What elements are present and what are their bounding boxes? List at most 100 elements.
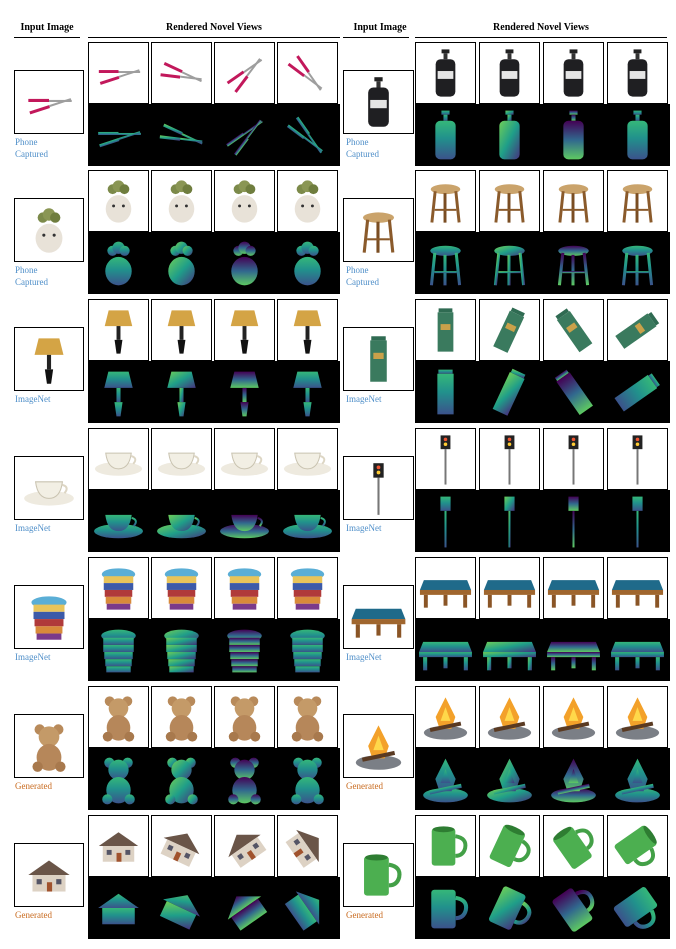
right-depth-view-campfire-4	[607, 748, 670, 810]
left-rgb-view-teddy-bear-1	[88, 686, 149, 748]
left-caption-stacked-cups: ImageNet	[15, 652, 51, 662]
right-rgb-view-mailbox-pillar-2	[479, 299, 540, 361]
left-depth-view-teacup-1	[88, 490, 152, 552]
right-rgb-view-wooden-stool-2	[479, 170, 540, 232]
right-rgb-view-green-mug-3	[543, 815, 604, 877]
left-rgb-view-teacup-1	[88, 428, 149, 490]
left-depth-view-table-lamp-1	[88, 361, 152, 423]
left-caption-hedge-shears: Phone Captured	[15, 137, 48, 159]
left-depth-view-teacup-3	[214, 490, 278, 552]
right-depth-view-campfire-2	[479, 748, 543, 810]
left-input-image-succulent-plush	[14, 198, 84, 262]
right-depth-view-traffic-light-3	[543, 490, 607, 552]
right-rgb-view-green-mug-1	[415, 815, 476, 877]
left-rgb-view-stacked-cups-4	[277, 557, 338, 619]
right-depth-view-campfire-1	[415, 748, 479, 810]
left-caption-table-lamp: ImageNet	[15, 394, 51, 404]
left-rgb-view-succulent-plush-3	[214, 170, 275, 232]
left-input-header: Input Image	[20, 22, 74, 33]
left-depth-view-hedge-shears-1	[88, 104, 152, 166]
left-input-image-teddy-bear	[14, 714, 84, 778]
left-depth-view-teddy-bear-3	[214, 748, 278, 810]
right-input-rule	[343, 37, 409, 38]
left-input-image-house	[14, 843, 84, 907]
left-depth-view-succulent-plush-3	[214, 232, 278, 294]
left-input-image-teacup	[14, 456, 84, 520]
right-depth-view-pool-table-3	[543, 619, 607, 681]
right-rgb-view-soap-bottle-1	[415, 42, 476, 104]
left-depth-view-stacked-cups-4	[277, 619, 340, 681]
left-views-header: Rendered Novel Views	[166, 22, 262, 33]
right-rgb-view-campfire-1	[415, 686, 476, 748]
left-depth-view-table-lamp-2	[151, 361, 215, 423]
left-rgb-view-teacup-4	[277, 428, 338, 490]
left-rgb-view-succulent-plush-1	[88, 170, 149, 232]
left-caption-house: Generated	[15, 910, 52, 920]
right-depth-view-soap-bottle-4	[607, 104, 670, 166]
left-rgb-view-hedge-shears-1	[88, 42, 149, 104]
left-depth-view-succulent-plush-2	[151, 232, 215, 294]
right-rgb-view-wooden-stool-1	[415, 170, 476, 232]
right-input-header: Input Image	[353, 22, 407, 33]
left-rgb-view-hedge-shears-4	[277, 42, 338, 104]
left-input-image-hedge-shears	[14, 70, 84, 134]
right-depth-view-traffic-light-2	[479, 490, 543, 552]
right-rgb-view-wooden-stool-3	[543, 170, 604, 232]
left-depth-view-teddy-bear-4	[277, 748, 340, 810]
right-depth-view-pool-table-4	[607, 619, 670, 681]
right-views-header: Rendered Novel Views	[493, 22, 589, 33]
right-depth-view-wooden-stool-3	[543, 232, 607, 294]
right-caption-pool-table: ImageNet	[346, 652, 382, 662]
left-rgb-view-hedge-shears-2	[151, 42, 212, 104]
left-rgb-view-teddy-bear-3	[214, 686, 275, 748]
right-input-image-green-mug	[343, 843, 414, 907]
left-depth-view-succulent-plush-4	[277, 232, 340, 294]
right-input-image-traffic-light	[343, 456, 414, 520]
right-rgb-view-traffic-light-3	[543, 428, 604, 490]
right-caption-wooden-stool: Phone Captured	[346, 265, 379, 287]
right-depth-view-wooden-stool-2	[479, 232, 543, 294]
left-depth-view-stacked-cups-1	[88, 619, 152, 681]
left-input-image-stacked-cups	[14, 585, 84, 649]
right-depth-view-wooden-stool-4	[607, 232, 670, 294]
left-rgb-view-house-1	[88, 815, 149, 877]
right-rgb-view-pool-table-3	[543, 557, 604, 619]
left-depth-view-teddy-bear-1	[88, 748, 152, 810]
right-depth-view-campfire-3	[543, 748, 607, 810]
right-rgb-view-campfire-2	[479, 686, 540, 748]
right-depth-view-green-mug-1	[415, 877, 479, 939]
right-depth-view-mailbox-pillar-4	[607, 361, 670, 423]
right-depth-view-mailbox-pillar-3	[543, 361, 607, 423]
left-depth-view-stacked-cups-3	[214, 619, 278, 681]
right-depth-view-green-mug-2	[479, 877, 543, 939]
left-depth-view-house-2	[151, 877, 215, 939]
right-rgb-view-mailbox-pillar-4	[607, 299, 668, 361]
left-depth-view-teacup-2	[151, 490, 215, 552]
right-input-image-pool-table	[343, 585, 414, 649]
right-rgb-view-mailbox-pillar-3	[543, 299, 604, 361]
right-depth-view-mailbox-pillar-1	[415, 361, 479, 423]
left-rgb-view-house-4	[277, 815, 338, 877]
right-rgb-view-pool-table-4	[607, 557, 668, 619]
right-caption-soap-bottle: Phone Captured	[346, 137, 379, 159]
left-depth-view-succulent-plush-1	[88, 232, 152, 294]
left-rgb-view-succulent-plush-4	[277, 170, 338, 232]
right-caption-mailbox-pillar: ImageNet	[346, 394, 382, 404]
left-depth-view-teddy-bear-2	[151, 748, 215, 810]
left-input-rule	[14, 37, 80, 38]
left-rgb-view-teacup-3	[214, 428, 275, 490]
right-rgb-view-pool-table-2	[479, 557, 540, 619]
left-rgb-view-teddy-bear-4	[277, 686, 338, 748]
right-rgb-view-soap-bottle-3	[543, 42, 604, 104]
left-depth-view-stacked-cups-2	[151, 619, 215, 681]
left-rgb-view-table-lamp-3	[214, 299, 275, 361]
left-depth-view-table-lamp-3	[214, 361, 278, 423]
right-depth-view-green-mug-3	[543, 877, 607, 939]
left-depth-view-house-4	[277, 877, 340, 939]
left-depth-view-hedge-shears-3	[214, 104, 278, 166]
left-rgb-view-hedge-shears-3	[214, 42, 275, 104]
left-depth-view-teacup-4	[277, 490, 340, 552]
left-rgb-view-house-2	[151, 815, 212, 877]
left-rgb-view-teacup-2	[151, 428, 212, 490]
right-input-image-soap-bottle	[343, 70, 414, 134]
